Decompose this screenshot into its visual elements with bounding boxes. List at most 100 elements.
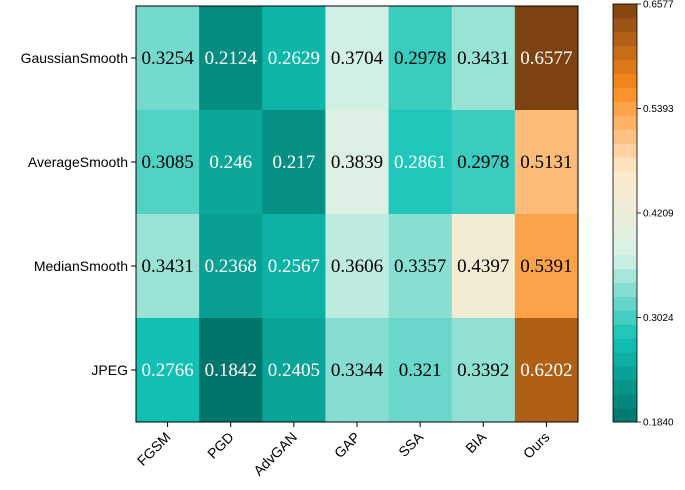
cell-value-label: 0.246 xyxy=(209,152,252,173)
heatmap-cell xyxy=(451,6,516,111)
heatmap-cell xyxy=(325,6,390,111)
heatmap-cell xyxy=(451,214,516,319)
cell-value-label: 0.5131 xyxy=(520,152,572,173)
heatmap-cell xyxy=(514,110,579,215)
cell-value-label: 0.2368 xyxy=(205,256,257,277)
colorbar-band xyxy=(613,268,637,284)
cell-value-label: 0.6577 xyxy=(520,48,572,69)
cell-value-label: 0.321 xyxy=(399,360,442,381)
heatmap-cell xyxy=(136,214,200,319)
cell-value-label: 0.2978 xyxy=(457,152,509,173)
colorbar-band xyxy=(613,213,637,228)
cell-value-label: 0.3254 xyxy=(141,48,194,69)
colorbar-band xyxy=(613,17,637,33)
colorbar-band xyxy=(613,87,637,102)
colorbar-band xyxy=(613,254,637,270)
heatmap-cell xyxy=(199,6,263,111)
x-tick-label: Ours xyxy=(520,429,553,462)
cell-value-label: 0.6202 xyxy=(520,360,572,381)
colorbar-band xyxy=(613,352,637,367)
colorbar-band xyxy=(613,366,637,381)
cell-value-label: 0.2124 xyxy=(205,48,258,69)
colorbar-band xyxy=(613,282,637,297)
heatmap-cell xyxy=(514,6,579,111)
cell-value-label: 0.2567 xyxy=(268,256,320,277)
colorbar-band xyxy=(613,380,637,395)
cell-value-label: 0.3606 xyxy=(331,256,383,277)
heatmap-cell xyxy=(451,110,516,215)
heatmap-cell xyxy=(514,318,579,423)
heatmap-cell xyxy=(325,318,390,423)
colorbar-band xyxy=(613,199,637,214)
heatmap-cell-labels: 0.3254 0.2124 0.2629 0.3704 0.2978 0.3431 0.65… xyxy=(141,48,572,381)
colorbar-band xyxy=(613,296,637,311)
heatmap-cell xyxy=(388,214,453,319)
cell-value-label: 0.2861 xyxy=(394,152,446,173)
colorbar-tick-label: 0.4209 xyxy=(643,208,674,219)
colorbar-band xyxy=(613,240,637,256)
x-tick-label: GAP xyxy=(331,429,363,461)
heatmap-cell xyxy=(262,6,326,111)
colorbar-band xyxy=(613,143,637,158)
cell-value-label: 0.2978 xyxy=(394,48,446,69)
colorbar-band xyxy=(613,4,637,19)
colorbar-band xyxy=(613,171,637,186)
y-tick-label: AverageSmooth xyxy=(28,154,128,170)
heatmap-cells xyxy=(136,6,579,423)
colorbar-band xyxy=(613,226,637,242)
heatmap-cell xyxy=(388,110,453,215)
heatmap-cell xyxy=(199,214,263,319)
colorbar-tick-label: 0.5393 xyxy=(643,104,674,115)
heatmap-cell xyxy=(199,110,263,215)
x-tick-label: BIA xyxy=(462,428,490,456)
colorbar-band xyxy=(613,31,637,47)
colorbar: 0.1840 0.3024 0.4209 0.5393 0.6577 xyxy=(612,0,674,429)
heatmap-cell xyxy=(388,318,453,423)
cell-value-label: 0.4397 xyxy=(457,256,509,277)
colorbar-band xyxy=(613,129,637,144)
cell-value-label: 0.217 xyxy=(272,152,315,173)
cell-value-label: 0.2766 xyxy=(141,360,193,381)
heatmap-cell xyxy=(325,214,390,319)
heatmap-cell xyxy=(136,110,200,215)
colorbar-tick-label: 0.1840 xyxy=(643,418,674,429)
colorbar-tick-label: 0.6577 xyxy=(643,0,674,11)
y-tick-label: JPEG xyxy=(91,362,128,378)
heatmap-cell xyxy=(136,318,200,423)
colorbar-tick-label: 0.3024 xyxy=(643,313,674,324)
x-tick-label: SSA xyxy=(395,428,427,460)
heatmap-cell xyxy=(451,318,516,423)
cell-value-label: 0.3344 xyxy=(331,360,384,381)
colorbar-band xyxy=(613,185,637,200)
colorbar-band xyxy=(613,101,637,116)
y-tick-label: GaussianSmooth xyxy=(21,50,128,66)
cell-value-label: 0.3392 xyxy=(457,360,509,381)
colorbar-band xyxy=(613,59,637,75)
colorbar-band xyxy=(613,338,637,353)
y-tick-label: MedianSmooth xyxy=(34,258,128,274)
colorbar-band xyxy=(613,45,637,61)
cell-value-label: 0.2629 xyxy=(268,48,320,69)
cell-value-label: 0.5391 xyxy=(520,256,572,277)
heatmap-cell xyxy=(199,318,263,423)
heatmap-cell xyxy=(325,110,390,215)
colorbar-band xyxy=(613,310,637,325)
colorbar-band xyxy=(613,394,637,409)
heatmap-cell xyxy=(262,214,326,319)
colorbar-band xyxy=(613,157,637,172)
heatmap-cell xyxy=(514,214,579,319)
cell-value-label: 0.3357 xyxy=(394,256,446,277)
cell-value-label: 0.1842 xyxy=(205,360,257,381)
colorbar-band xyxy=(613,408,637,423)
cell-value-label: 0.3839 xyxy=(331,152,383,173)
colorbar-band xyxy=(613,73,637,88)
cell-value-label: 0.3704 xyxy=(331,48,384,69)
heatmap-cell xyxy=(262,110,326,215)
x-tick-label: FGSM xyxy=(134,429,174,469)
cell-value-label: 0.3431 xyxy=(141,256,193,277)
colorbar-band xyxy=(613,324,637,339)
heatmap-cell xyxy=(262,318,326,423)
colorbar-band xyxy=(613,115,637,130)
heatmap-cell xyxy=(388,6,453,111)
